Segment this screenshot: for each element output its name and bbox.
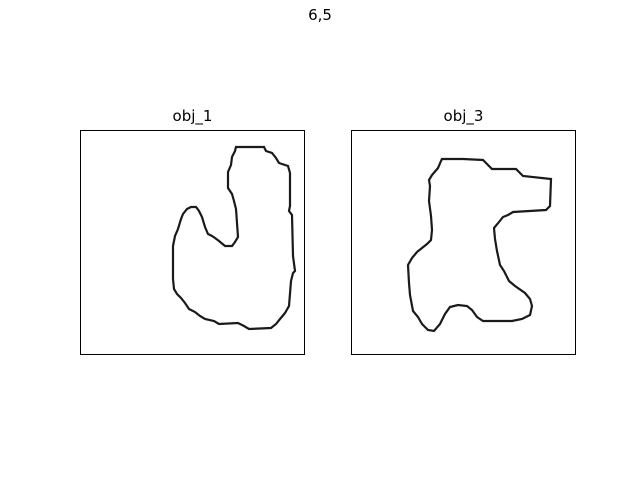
shape-obj-3 (406, 157, 553, 333)
figure-title: 6,5 (308, 6, 332, 24)
panel-title-obj-3: obj_3 (443, 107, 484, 125)
panel-title-obj-1: obj_1 (172, 107, 213, 125)
panel-obj-3 (351, 130, 576, 355)
outline-obj-3 (406, 157, 553, 333)
panel-obj-1 (80, 130, 305, 355)
outline-obj-1 (171, 145, 297, 331)
shape-obj-1 (171, 145, 297, 331)
